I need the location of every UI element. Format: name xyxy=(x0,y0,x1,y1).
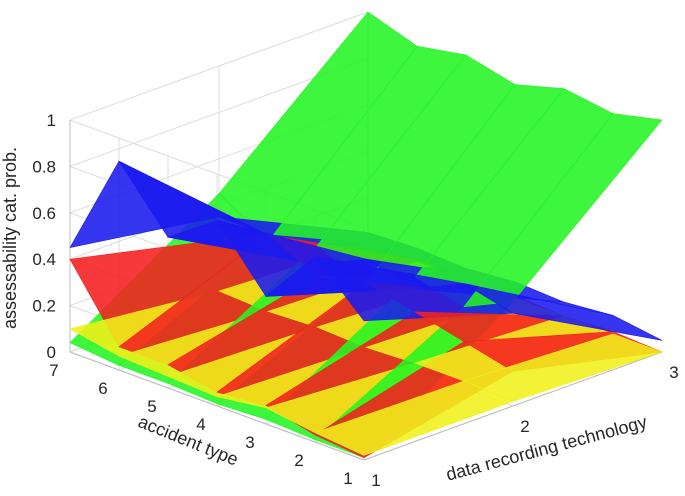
z-tick-label: 0.8 xyxy=(32,157,56,176)
x-tick-label: 2 xyxy=(520,417,529,436)
z-tick-label: 0.6 xyxy=(32,204,56,223)
x-axis-label: data recording technology xyxy=(444,412,649,485)
y-tick-label: 1 xyxy=(343,469,352,488)
surface-layer xyxy=(69,11,664,459)
y-tick-label: 7 xyxy=(49,361,58,380)
y-tick-label: 6 xyxy=(98,379,107,398)
y-tick-label: 4 xyxy=(196,415,205,434)
z-tick-label: 0.2 xyxy=(32,297,56,316)
surface-patch-blue xyxy=(463,283,663,341)
z-tick-label: 1 xyxy=(47,111,56,130)
box-edge xyxy=(69,351,365,461)
y-tick-label: 3 xyxy=(245,433,254,452)
z-axis-label: assessability cat. prob. xyxy=(0,147,20,329)
surface-patch-yellow xyxy=(463,333,663,402)
y-tick-label: 5 xyxy=(147,397,156,416)
z-tick-label: 0 xyxy=(47,343,56,362)
x-tick-label: 3 xyxy=(669,363,678,382)
y-axis-label: accident type xyxy=(135,411,241,469)
surface-patch-green xyxy=(463,113,663,308)
x-tick-label: 1 xyxy=(371,471,380,490)
box-edge xyxy=(363,351,663,461)
z-tick-label: 0.4 xyxy=(32,250,56,269)
y-tick-label: 2 xyxy=(294,451,303,470)
